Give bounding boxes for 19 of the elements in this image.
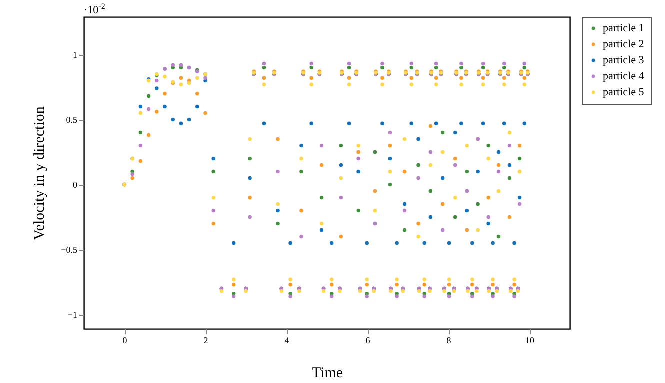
x-tick-label: 6 xyxy=(366,336,371,346)
x-tick-label: 0 xyxy=(122,336,128,346)
x-tick-label: 4 xyxy=(284,336,290,346)
y-tick-label: −0.5 xyxy=(61,245,78,256)
legend-label: particle 2 xyxy=(603,38,644,50)
x-tick-label: 2 xyxy=(204,336,208,346)
y-tick-label: −1 xyxy=(68,310,78,320)
y-tick-label: 1 xyxy=(73,50,78,60)
legend-label: particle 3 xyxy=(603,54,645,66)
legend-label: particle 4 xyxy=(603,70,645,82)
x-axis-title: Time xyxy=(312,366,344,382)
x-tick-label: 10 xyxy=(526,336,535,346)
y-tick-label: 0 xyxy=(73,180,78,190)
y-axis-title: Velocity in y direction xyxy=(32,106,48,240)
legend-label: particle 5 xyxy=(603,86,645,98)
x-tick-label: 8 xyxy=(446,336,452,346)
y-tick-label: 0.5 xyxy=(66,115,78,126)
legend-label: particle 1 xyxy=(603,22,644,34)
text: ·10$^{-2}$ xyxy=(84,1,106,18)
